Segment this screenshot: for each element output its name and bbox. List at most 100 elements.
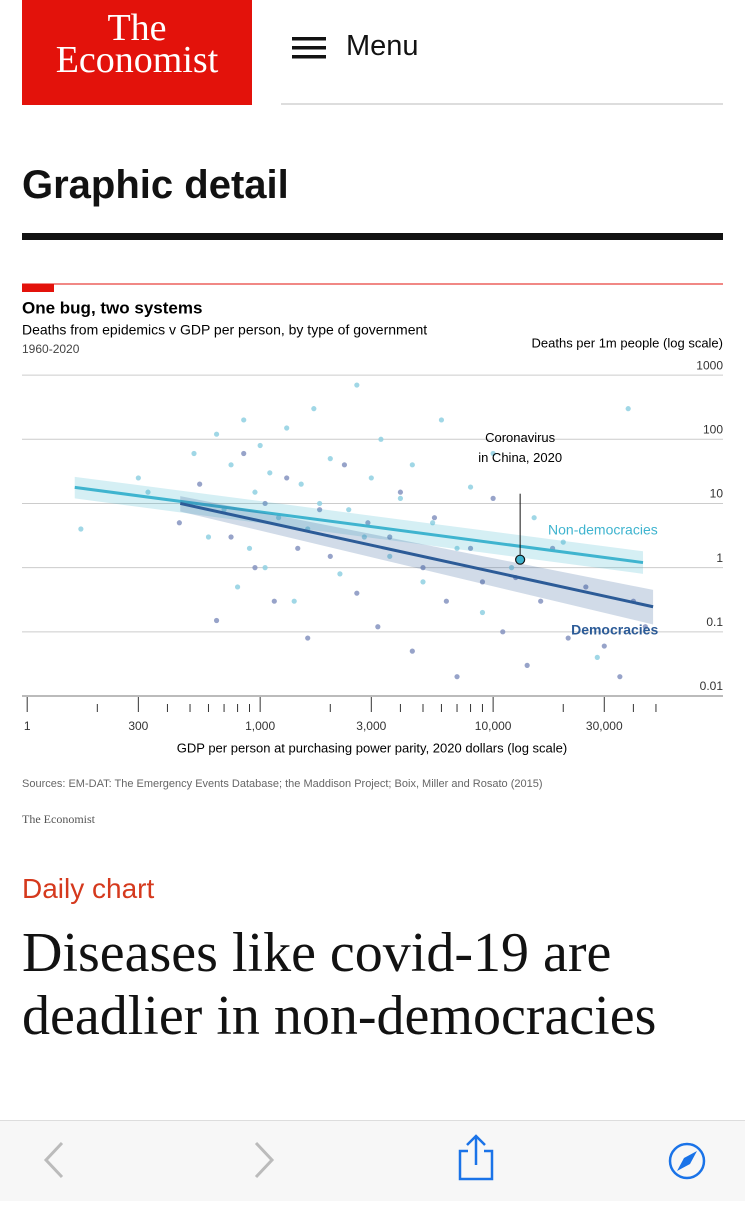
data-point [213,617,220,624]
data-point [305,635,311,641]
share-button[interactable] [458,1134,494,1181]
data-point [228,534,234,540]
y-tick-label: 1 [716,551,723,565]
data-point [430,520,436,526]
data-point [397,489,404,495]
fit-line [74,485,644,565]
data-point [317,500,323,507]
data-point [479,579,486,585]
y-tick-label: 100 [703,422,723,436]
data-point [252,489,258,495]
x-tick-label: 30,000 [586,719,623,733]
data-point [409,648,415,654]
data-point [420,565,426,571]
data-point [298,481,304,487]
chart-tag [22,284,54,292]
fit-line [179,501,654,609]
x-tick-label: 300 [128,719,148,733]
data-point [454,545,460,551]
data-point [246,545,253,551]
data-point [327,456,333,462]
data-point [354,590,360,596]
x-tick-label: 1 [24,719,31,733]
logo-line: The [107,7,167,49]
y-tick-label: 0.01 [700,679,724,693]
data-point [431,515,438,521]
x-axis-label: GDP per person at purchasing power parit… [177,740,567,755]
data-point [176,520,182,526]
data-point [538,598,544,604]
data-point [617,674,623,680]
data-point [560,539,566,545]
divider [281,103,723,105]
logo-line: Economist [55,39,219,81]
data-point [262,565,268,571]
data-point [490,450,496,457]
y-tick-label: 1000 [696,358,723,372]
data-point [135,475,141,481]
y-tick-label: 0.1 [706,615,723,629]
data-point [241,417,247,423]
data-point [252,565,258,571]
data-point [341,462,348,468]
x-tick-label: 3,000 [356,719,386,733]
data-point [145,489,151,495]
data-point [387,534,393,540]
data-point [454,674,460,680]
data-point [262,500,268,507]
data-point [594,654,600,660]
forward-button[interactable] [254,1141,275,1179]
data-point [524,662,530,668]
data-point [642,624,648,630]
browser-toolbar [0,1120,745,1201]
data-point [378,436,384,442]
data-point [346,507,352,513]
data-point [213,431,220,437]
headline: Diseases like covid-19 are deadlier in n… [22,922,657,1047]
data-point [311,406,317,412]
logo[interactable]: The Economist [22,0,252,105]
chart: One bug, two systems Deaths from epidemi… [22,283,724,826]
data-point [228,462,234,468]
chart-period: 1960-2020 [22,342,80,356]
x-tick-label: 10,000 [475,719,512,733]
data-point [625,406,631,412]
section-title: Graphic detail [22,163,289,207]
annotation-text: Coronavirus [485,430,556,445]
data-point [291,598,297,604]
data-point [467,484,474,490]
divider [22,233,723,240]
data-point [375,624,381,630]
data-point [191,450,197,457]
data-point [409,462,415,468]
data-point [284,425,290,431]
menu-button[interactable]: Menu [346,30,419,62]
data-point [420,579,426,585]
data-point [397,495,404,501]
data-point [354,382,360,388]
data-point [490,495,496,501]
annotation-text: in China, 2020 [478,450,562,465]
legend-label: Non-democracies [548,521,658,537]
menu-icon[interactable] [292,36,328,62]
data-point [271,598,277,604]
data-point [387,553,393,559]
safari-button[interactable] [668,1142,706,1180]
data-point [443,598,449,604]
data-point [479,609,486,616]
data-point [368,475,374,481]
data-point [365,520,371,526]
data-point [327,553,333,559]
data-point [205,534,212,540]
back-button[interactable] [43,1141,64,1179]
data-point [78,526,84,532]
data-point [361,534,367,540]
data-point [601,643,607,649]
data-point [267,470,273,476]
data-point [337,571,343,577]
toolbar-icons [43,1134,706,1181]
data-point [197,481,203,487]
data-point [257,442,263,449]
data-point [284,475,290,481]
data-point [508,565,515,571]
